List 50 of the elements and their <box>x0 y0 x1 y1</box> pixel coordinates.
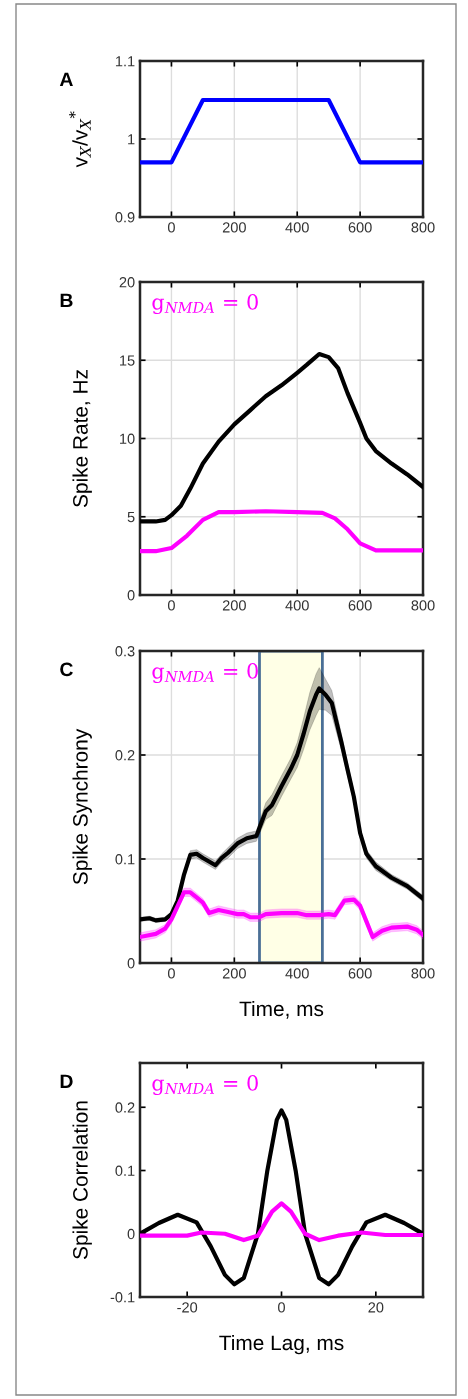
y-tick-label: -0.1 <box>110 1292 135 1303</box>
chart-title: A <box>59 72 73 87</box>
x-tick-label: 0 <box>278 1302 285 1313</box>
x-axis-title: Time Lag, ms <box>219 1334 344 1355</box>
y-tick-label: 0.1 <box>115 854 135 865</box>
y-tick-label: 0 <box>127 1228 135 1240</box>
x-tick-label: 800 <box>411 968 435 979</box>
y-tick-label: 5 <box>127 512 135 523</box>
x-tick-label: 800 <box>411 600 435 611</box>
line-series <box>140 509 423 554</box>
line-series <box>140 1201 423 1243</box>
x-axis-title: Time, ms <box>239 1000 324 1019</box>
y-axis-title: Spike Synchrony <box>72 728 92 885</box>
x-tick-label: 20 <box>368 1302 384 1313</box>
x-tick-label: 0 <box>167 968 175 979</box>
y-tick-label: 10 <box>120 433 135 444</box>
x-tick-label: 400 <box>285 222 309 233</box>
x-tick-label: 600 <box>348 968 372 979</box>
y-tick-label: 0.2 <box>115 1102 135 1113</box>
chart-title: D <box>60 1074 73 1089</box>
x-tick-label: 0 <box>167 222 175 233</box>
x-tick-label: 400 <box>285 600 309 611</box>
x-tick-label: 600 <box>348 600 372 611</box>
y-tick-label: 1 <box>128 134 135 145</box>
y-tick-label: 0.3 <box>115 646 135 657</box>
x-tick-label: 400 <box>285 968 309 979</box>
y-tick-label: 15 <box>120 355 135 366</box>
annotation: g$_{NMDA}$ = 0 <box>152 1075 258 1096</box>
y-tick-label: 1.1 <box>115 56 135 67</box>
x-tick-label: 800 <box>411 222 435 233</box>
x-tick-label: -20 <box>177 1302 198 1313</box>
y-tick-label: 0 <box>127 958 135 969</box>
y-tick-label: 0 <box>127 590 135 601</box>
y-axis-title: Spike Rate, Hz <box>72 370 92 508</box>
annotation: g$_{NMDA}$ = 0 <box>152 294 258 315</box>
x-tick-label: 200 <box>222 222 246 233</box>
y-axis-title: Spike Correlation <box>72 1101 92 1259</box>
annotation: g$_{NMDA}$ = 0 <box>152 663 258 684</box>
chart-title: C <box>60 662 73 677</box>
x-tick-label: 200 <box>222 968 246 979</box>
y-axis-title: v$_{X}$/v$_{X}$$^{*}$ <box>69 111 91 168</box>
x-tick-label: 200 <box>222 600 246 611</box>
y-tick-label: 20 <box>119 277 135 288</box>
y-tick-label: 0.1 <box>115 1165 135 1176</box>
x-tick-label: 0 <box>167 600 175 611</box>
chart-title: B <box>60 293 73 308</box>
line-series <box>140 351 423 524</box>
y-tick-label: 0.2 <box>115 750 135 761</box>
x-tick-label: 600 <box>348 222 372 233</box>
y-tick-label: 0.9 <box>115 212 135 223</box>
